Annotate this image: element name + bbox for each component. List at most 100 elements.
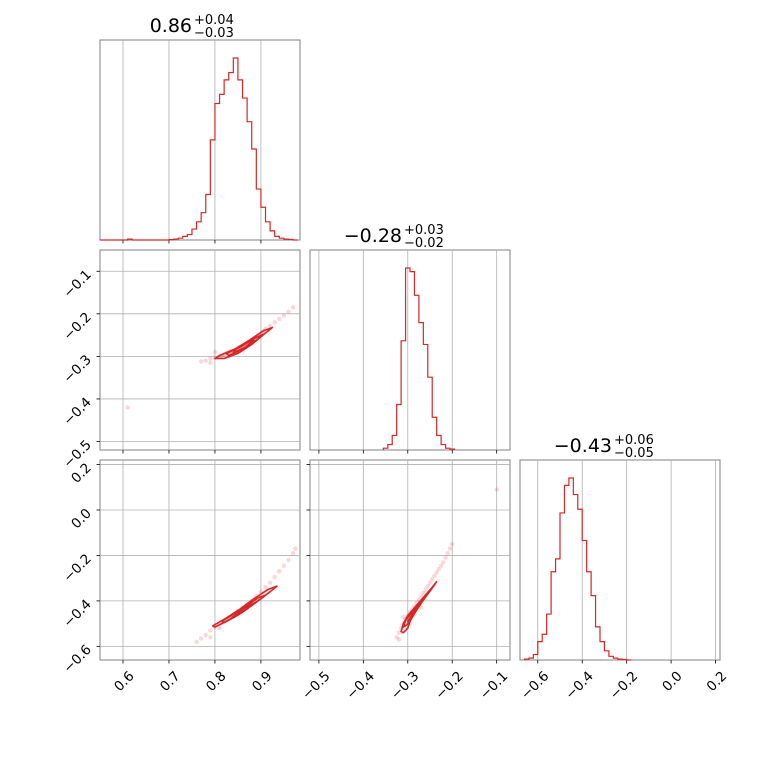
histogram-title: −0.28 +0.03−0.02 [344,223,444,251]
sample-point [208,360,213,365]
x-tick-label: −0.6 [518,668,552,702]
sample-point [281,563,287,568]
sample-point [212,349,218,355]
histogram-panel-param-3: −0.6 −0.4 −0.2 0.0 0.2 −0.43 +0.06−0.05 [518,433,730,703]
panel-frame [309,459,511,661]
sample-point [198,359,204,364]
sample-point [272,320,277,325]
x-tick-label: −0.5 [299,668,333,702]
title-lower-error: −0.05 [614,446,654,461]
histogram-step-line [523,477,632,661]
histogram-step-line [382,267,456,450]
sample-point [425,583,430,589]
histogram-title: 0.86 +0.04−0.03 [150,13,234,41]
histogram-panel-param-2: −0.28 +0.03−0.02 [309,223,511,454]
sample-point [394,635,399,640]
sample-point [208,628,213,633]
sample-point [293,546,298,551]
sample-point [434,570,439,575]
sample-point [267,323,273,328]
x-tick-label: −0.2 [432,668,466,702]
sample-point [272,574,277,580]
x-tick-label: 0.9 [249,668,276,695]
sample-point [208,356,213,361]
y-tick-label: −0.6 [60,642,94,676]
x-tick-label: 0.0 [659,668,686,695]
sample-point [432,573,437,579]
y-tick-label: −0.4 [60,394,94,428]
y-tick-label: −0.3 [60,352,94,386]
x-tick-label: −0.4 [343,668,377,702]
sample-point [194,639,199,645]
y-tick-label: −0.4 [60,596,94,630]
sample-point [203,358,208,363]
sample-point [436,566,442,572]
sample-point [281,313,287,318]
title-upper-error: +0.04 [194,13,234,28]
sample-point [418,605,424,610]
sample-point [441,560,446,565]
sample-point [443,555,448,560]
histogram-title: −0.43 +0.06−0.05 [554,433,654,461]
x-tick-label: 0.8 [203,668,230,695]
sample-point [217,625,222,631]
density-contour [232,339,255,354]
title-upper-error: +0.03 [404,223,444,238]
y-tick-label: −0.2 [60,309,94,343]
sample-point [427,580,433,585]
sample-point [290,550,296,556]
sample-point [286,557,291,563]
x-tick-label: 0.7 [157,668,184,695]
sample-point [430,577,435,582]
sample-point [438,563,444,568]
title-median: −0.43 [554,435,612,457]
panel-frame [309,249,511,451]
sample-point [290,305,296,310]
title-median: 0.86 [150,15,192,37]
sample-point [423,587,428,592]
sample-point [401,614,406,620]
x-tick-label: −0.4 [562,668,596,702]
title-lower-error: −0.03 [194,26,234,41]
sample-point [208,635,213,640]
y-tick-label: −0.1 [60,267,94,301]
y-tick-label: −0.2 [60,551,94,585]
panel-frame [99,249,301,451]
sample-point [396,637,402,642]
density-contour [214,326,274,360]
x-tick-label: −0.3 [388,668,422,702]
sample-point [445,550,450,556]
sample-point [267,580,273,585]
x-tick-label: 0.6 [111,668,138,695]
sample-point [450,541,455,547]
scatter-panel-param-2-vs-3: −0.5 −0.4 −0.3 −0.2 −0.1 [299,459,511,703]
sample-point [418,594,424,599]
sample-point [277,569,282,574]
sample-point [203,632,208,638]
panel-frame [99,459,301,661]
scatter-panel-param-1-vs-2: −0.5−0.4−0.3−0.2−0.1 [60,249,301,471]
sample-point [286,309,291,314]
title-median: −0.28 [344,225,402,247]
x-tick-label: −0.1 [477,668,511,702]
panel-frame [99,39,301,241]
scatter-panel-param-1-vs-3: 0.6 0.7 0.8 0.9−0.6−0.4−0.20.00.2 [60,459,301,695]
sample-point [494,487,499,492]
sample-point [396,630,402,635]
y-tick-label: 0.0 [68,506,95,533]
sample-point [198,636,204,641]
x-tick-label: −0.2 [607,668,641,702]
sample-point [263,585,268,590]
density-contour [406,598,425,623]
sample-point [447,546,453,551]
x-tick-label: 0.2 [704,668,731,695]
title-lower-error: −0.02 [404,236,444,251]
sample-point [421,590,426,596]
panel-frame [519,459,721,661]
histogram-step-line [100,57,298,241]
sample-point [125,405,130,410]
title-upper-error: +0.06 [614,433,654,448]
sample-point [277,316,282,322]
density-contour [230,601,258,620]
